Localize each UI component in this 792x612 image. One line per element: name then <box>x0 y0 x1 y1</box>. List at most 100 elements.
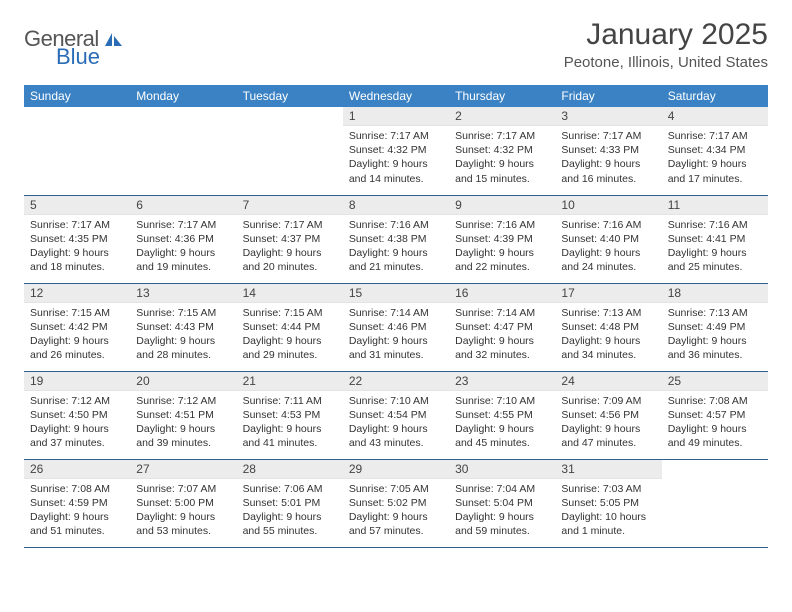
day-content: Sunrise: 7:17 AMSunset: 4:32 PMDaylight:… <box>343 126 449 190</box>
col-tue: Tuesday <box>237 85 343 107</box>
day-content: Sunrise: 7:09 AMSunset: 4:56 PMDaylight:… <box>555 391 661 455</box>
day-cell: 14Sunrise: 7:15 AMSunset: 4:44 PMDayligh… <box>237 283 343 371</box>
daylight-line-1: Daylight: 9 hours <box>668 422 762 436</box>
day-content: Sunrise: 7:07 AMSunset: 5:00 PMDaylight:… <box>130 479 236 543</box>
daylight-line-1: Daylight: 9 hours <box>349 157 443 171</box>
sunrise-line: Sunrise: 7:17 AM <box>668 129 762 143</box>
day-cell: 7Sunrise: 7:17 AMSunset: 4:37 PMDaylight… <box>237 195 343 283</box>
day-number: 16 <box>449 284 555 303</box>
day-cell: 2Sunrise: 7:17 AMSunset: 4:32 PMDaylight… <box>449 107 555 195</box>
daylight-line-2: and 20 minutes. <box>243 260 337 274</box>
daylight-line-1: Daylight: 9 hours <box>30 422 124 436</box>
sunrise-line: Sunrise: 7:16 AM <box>668 218 762 232</box>
sunset-line: Sunset: 4:42 PM <box>30 320 124 334</box>
sunset-line: Sunset: 4:46 PM <box>349 320 443 334</box>
daylight-line-1: Daylight: 9 hours <box>668 334 762 348</box>
day-content: Sunrise: 7:03 AMSunset: 5:05 PMDaylight:… <box>555 479 661 543</box>
day-number: 29 <box>343 460 449 479</box>
sunset-line: Sunset: 4:59 PM <box>30 496 124 510</box>
sunset-line: Sunset: 4:56 PM <box>561 408 655 422</box>
day-cell: 16Sunrise: 7:14 AMSunset: 4:47 PMDayligh… <box>449 283 555 371</box>
daylight-line-2: and 17 minutes. <box>668 172 762 186</box>
day-number: 9 <box>449 196 555 215</box>
day-content: Sunrise: 7:10 AMSunset: 4:55 PMDaylight:… <box>449 391 555 455</box>
day-cell <box>24 107 130 195</box>
day-number: 17 <box>555 284 661 303</box>
sunrise-line: Sunrise: 7:13 AM <box>668 306 762 320</box>
sunset-line: Sunset: 4:35 PM <box>30 232 124 246</box>
day-cell: 26Sunrise: 7:08 AMSunset: 4:59 PMDayligh… <box>24 459 130 547</box>
day-cell: 23Sunrise: 7:10 AMSunset: 4:55 PMDayligh… <box>449 371 555 459</box>
daylight-line-2: and 31 minutes. <box>349 348 443 362</box>
daylight-line-2: and 59 minutes. <box>455 524 549 538</box>
daylight-line-1: Daylight: 9 hours <box>455 246 549 260</box>
sunrise-line: Sunrise: 7:11 AM <box>243 394 337 408</box>
daylight-line-1: Daylight: 9 hours <box>243 246 337 260</box>
day-content: Sunrise: 7:13 AMSunset: 4:49 PMDaylight:… <box>662 303 768 367</box>
day-number: 18 <box>662 284 768 303</box>
sunset-line: Sunset: 4:41 PM <box>668 232 762 246</box>
daylight-line-1: Daylight: 9 hours <box>30 510 124 524</box>
daylight-line-1: Daylight: 9 hours <box>455 157 549 171</box>
col-sat: Saturday <box>662 85 768 107</box>
daylight-line-2: and 18 minutes. <box>30 260 124 274</box>
daylight-line-1: Daylight: 9 hours <box>243 510 337 524</box>
day-number: 1 <box>343 107 449 126</box>
sunrise-line: Sunrise: 7:17 AM <box>455 129 549 143</box>
sunrise-line: Sunrise: 7:09 AM <box>561 394 655 408</box>
daylight-line-2: and 24 minutes. <box>561 260 655 274</box>
title-block: January 2025 Peotone, Illinois, United S… <box>564 18 768 71</box>
daylight-line-2: and 16 minutes. <box>561 172 655 186</box>
daylight-line-2: and 32 minutes. <box>455 348 549 362</box>
day-content: Sunrise: 7:16 AMSunset: 4:39 PMDaylight:… <box>449 215 555 279</box>
sunrise-line: Sunrise: 7:03 AM <box>561 482 655 496</box>
day-cell: 6Sunrise: 7:17 AMSunset: 4:36 PMDaylight… <box>130 195 236 283</box>
sunset-line: Sunset: 5:00 PM <box>136 496 230 510</box>
day-number: 30 <box>449 460 555 479</box>
col-sun: Sunday <box>24 85 130 107</box>
week-row: 12Sunrise: 7:15 AMSunset: 4:42 PMDayligh… <box>24 283 768 371</box>
daylight-line-1: Daylight: 9 hours <box>561 157 655 171</box>
day-content: Sunrise: 7:12 AMSunset: 4:50 PMDaylight:… <box>24 391 130 455</box>
daylight-line-2: and 29 minutes. <box>243 348 337 362</box>
day-content: Sunrise: 7:08 AMSunset: 4:57 PMDaylight:… <box>662 391 768 455</box>
daylight-line-1: Daylight: 9 hours <box>668 157 762 171</box>
day-cell: 20Sunrise: 7:12 AMSunset: 4:51 PMDayligh… <box>130 371 236 459</box>
day-content: Sunrise: 7:14 AMSunset: 4:47 PMDaylight:… <box>449 303 555 367</box>
sunset-line: Sunset: 5:05 PM <box>561 496 655 510</box>
day-number-empty <box>24 107 130 125</box>
sunset-line: Sunset: 4:37 PM <box>243 232 337 246</box>
sunset-line: Sunset: 4:55 PM <box>455 408 549 422</box>
sunset-line: Sunset: 4:47 PM <box>455 320 549 334</box>
day-content: Sunrise: 7:16 AMSunset: 4:38 PMDaylight:… <box>343 215 449 279</box>
daylight-line-1: Daylight: 9 hours <box>455 422 549 436</box>
sunset-line: Sunset: 4:33 PM <box>561 143 655 157</box>
daylight-line-1: Daylight: 10 hours <box>561 510 655 524</box>
day-cell: 4Sunrise: 7:17 AMSunset: 4:34 PMDaylight… <box>662 107 768 195</box>
day-cell: 15Sunrise: 7:14 AMSunset: 4:46 PMDayligh… <box>343 283 449 371</box>
sunrise-line: Sunrise: 7:17 AM <box>243 218 337 232</box>
day-content: Sunrise: 7:14 AMSunset: 4:46 PMDaylight:… <box>343 303 449 367</box>
daylight-line-2: and 53 minutes. <box>136 524 230 538</box>
daylight-line-1: Daylight: 9 hours <box>136 246 230 260</box>
day-cell: 21Sunrise: 7:11 AMSunset: 4:53 PMDayligh… <box>237 371 343 459</box>
day-content: Sunrise: 7:17 AMSunset: 4:36 PMDaylight:… <box>130 215 236 279</box>
day-content: Sunrise: 7:08 AMSunset: 4:59 PMDaylight:… <box>24 479 130 543</box>
day-cell: 9Sunrise: 7:16 AMSunset: 4:39 PMDaylight… <box>449 195 555 283</box>
day-cell <box>237 107 343 195</box>
day-content: Sunrise: 7:05 AMSunset: 5:02 PMDaylight:… <box>343 479 449 543</box>
sunrise-line: Sunrise: 7:12 AM <box>136 394 230 408</box>
sunrise-line: Sunrise: 7:04 AM <box>455 482 549 496</box>
day-number-empty <box>237 107 343 125</box>
day-cell: 10Sunrise: 7:16 AMSunset: 4:40 PMDayligh… <box>555 195 661 283</box>
daylight-line-1: Daylight: 9 hours <box>561 334 655 348</box>
sunrise-line: Sunrise: 7:05 AM <box>349 482 443 496</box>
header: General January 2025 Peotone, Illinois, … <box>24 18 768 71</box>
day-number: 10 <box>555 196 661 215</box>
sunrise-line: Sunrise: 7:10 AM <box>349 394 443 408</box>
sunset-line: Sunset: 5:04 PM <box>455 496 549 510</box>
day-number: 5 <box>24 196 130 215</box>
daylight-line-2: and 22 minutes. <box>455 260 549 274</box>
day-number: 31 <box>555 460 661 479</box>
daylight-line-2: and 45 minutes. <box>455 436 549 450</box>
